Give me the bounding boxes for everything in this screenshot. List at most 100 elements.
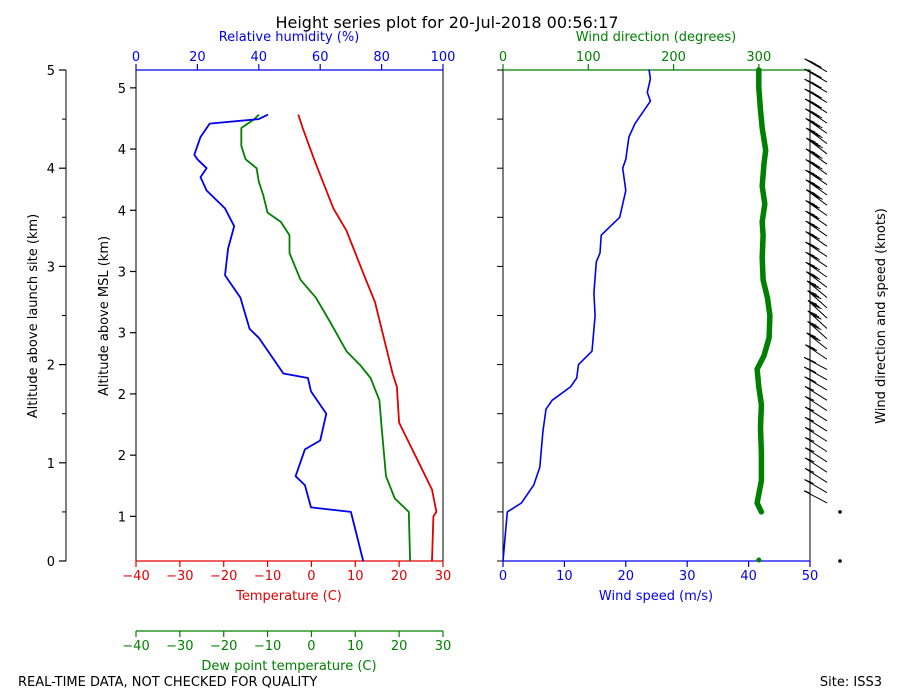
wind-barb-flag [809, 312, 820, 318]
wind-barb-flag [807, 171, 818, 177]
wind-barb-flag [808, 273, 818, 279]
wind-barb-flag [807, 300, 818, 305]
wind-barb-half-flag [815, 64, 821, 68]
wind-barb-flag [810, 302, 820, 308]
rh-tick-label: 100 [431, 50, 456, 65]
direction-tick-label: 100 [576, 50, 601, 65]
wind-barb-flag [813, 194, 823, 200]
wind-barb-half-flag [807, 397, 813, 401]
temp-tick-label: 20 [391, 569, 408, 584]
wind-barb-flag [813, 164, 823, 170]
dewpoint-tick-label: 20 [391, 639, 408, 654]
wind-barb-half-flag [809, 369, 815, 373]
wind-barb-flag [812, 294, 822, 300]
msl-altitude-tick-label: 5 [118, 82, 126, 97]
direction-surface-point [756, 557, 762, 563]
wind-barb-half-flag [807, 408, 813, 412]
dewpoint-tick-label: −40 [122, 639, 149, 654]
rh-tick-label: 20 [189, 50, 206, 65]
direction-tick-label: 200 [661, 50, 686, 65]
launch-altitude-axis-label: Altitude above launch site (km) [26, 214, 41, 418]
dewpoint-tick-label: 30 [435, 639, 452, 654]
msl-altitude-tick-label: 4 [118, 204, 126, 219]
wind-barb-flag [808, 263, 818, 269]
wind-barb-half-flag [813, 205, 819, 209]
wind-barb-flag [809, 323, 820, 328]
wind-barb-staff [804, 457, 828, 473]
temp-tick-label: 30 [435, 569, 452, 584]
wind-barb-half-flag [807, 418, 813, 422]
chart-title: Height series plot for 20-Jul-2018 00:56… [275, 13, 618, 32]
wind-barb-half-flag [803, 490, 810, 494]
series-temperature [297, 114, 438, 562]
speed-tick-label: 50 [802, 569, 819, 584]
temp-tick-label: −10 [254, 569, 281, 584]
wind-barb-flag [813, 184, 823, 190]
wind-barb-flag [805, 108, 815, 114]
wind-barb-flag [810, 152, 821, 158]
wind-barb-flag [813, 143, 823, 149]
series-dew-point [240, 113, 411, 562]
wind-barb-flag [808, 201, 818, 207]
wind-barb-flag [808, 181, 818, 187]
wind-barb-half-flag [815, 74, 821, 78]
wind-barb-flag [812, 325, 822, 331]
wind-barb-flag [805, 159, 815, 164]
wind-barb-staff [804, 426, 828, 442]
wind-barb-flag [808, 129, 818, 135]
wind-barb-half-flag [810, 347, 816, 351]
dewpoint-tick-label: −10 [254, 639, 281, 654]
wind-barb-staff [804, 437, 828, 453]
wind-barb-flag [806, 271, 816, 277]
wind-barb-flag [806, 332, 816, 338]
dewpoint-tick-label: 10 [347, 639, 364, 654]
msl-altitude-tick-label: 3 [118, 266, 126, 281]
direction-tick-label: 300 [746, 50, 771, 65]
launch-altitude-tick-label: 3 [47, 260, 55, 275]
launch-altitude-tick-label: 2 [47, 359, 55, 374]
wind-barb-flag [813, 174, 823, 180]
launch-altitude-tick-label: 0 [47, 555, 55, 570]
wind-barb-flag [805, 241, 815, 247]
launch-altitude-tick-label: 5 [47, 64, 55, 79]
speed-tick-label: 20 [618, 569, 635, 584]
speed-axis-label: Wind speed (m/s) [599, 589, 713, 604]
wind-barb-flag [805, 344, 815, 350]
wind-barb-flag [811, 141, 821, 147]
wind-barb-flag [807, 253, 818, 259]
wind-barb-flag [805, 261, 815, 267]
wind-barb-flag [808, 139, 819, 145]
msl-altitude-tick-label: 3 [118, 327, 126, 342]
wind-barb-flag [810, 192, 821, 198]
wind-barb-flag [808, 191, 818, 197]
wind-barb-flag [812, 314, 822, 320]
wind-barb-flag [804, 437, 815, 442]
wind-barb-staff [804, 447, 828, 463]
wind-barb-flag [810, 173, 820, 179]
wind-barb-flag [805, 210, 815, 216]
wind-barb-half-flag [807, 387, 813, 391]
direction-axis-label: Wind direction (degrees) [576, 30, 736, 45]
wind-barb-flag [811, 274, 821, 280]
wind-barb-flag [809, 282, 819, 288]
speed-tick-label: 10 [556, 569, 573, 584]
wind-barb-flag [808, 222, 818, 228]
wind-barb-flag [805, 118, 815, 123]
wind-barb-flag [808, 119, 818, 125]
wind-barb-flag [810, 234, 820, 240]
wind-barb-flag [807, 290, 817, 296]
wind-barb-flag [805, 200, 815, 206]
wind-barb-flag [810, 131, 821, 137]
wind-barb-flag [805, 169, 815, 175]
rh-tick-label: 0 [132, 50, 140, 65]
wind-barb-flag [807, 310, 818, 316]
wind-barb-flag [807, 243, 818, 249]
wind-barb-flag [810, 183, 821, 188]
msl-altitude-tick-label: 1 [118, 510, 126, 525]
dewpoint-tick-label: 0 [307, 639, 315, 654]
wind-barb-flag [812, 304, 822, 310]
wind-barb-flag [813, 153, 823, 159]
wind-barb-flag [804, 447, 815, 453]
rh-tick-label: 80 [373, 50, 390, 65]
